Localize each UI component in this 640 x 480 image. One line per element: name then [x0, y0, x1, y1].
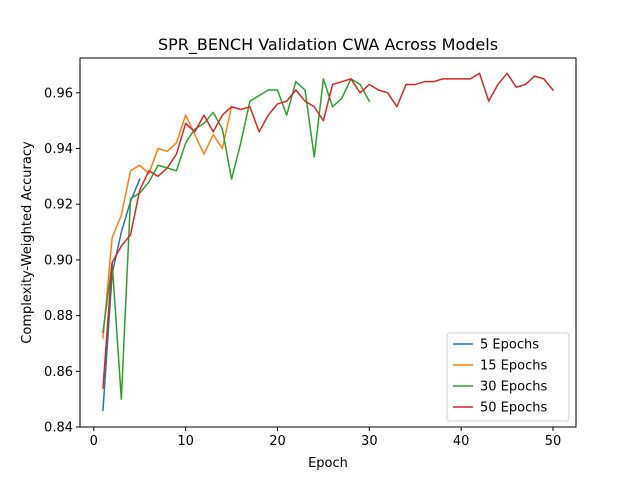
- x-tick-label: 50: [545, 434, 562, 449]
- x-tick-label: 30: [361, 434, 378, 449]
- y-axis-ticks: 0.84 0.86 0.88 0.90 0.92 0.94 0.96: [44, 86, 80, 436]
- y-tick-label: 0.84: [44, 421, 73, 436]
- y-tick-label: 0.88: [44, 309, 73, 324]
- x-tick-label: 0: [90, 434, 98, 449]
- y-tick-label: 0.90: [44, 253, 73, 268]
- series-line-2: [102, 105, 233, 339]
- x-axis-label: Epoch: [308, 456, 348, 471]
- legend-items: 5 Epochs 15 Epochs 30 Epochs 50 Epochs: [453, 338, 547, 416]
- legend-label-2: 15 Epochs: [480, 359, 547, 374]
- x-tick-label: 10: [177, 434, 194, 449]
- y-tick-label: 0.94: [44, 142, 73, 157]
- series-line-3: [102, 78, 371, 400]
- plot-frame: [79, 57, 577, 428]
- legend: 5 Epochs 15 Epochs 30 Epochs 50 Epochs: [446, 332, 570, 422]
- legend-box: [446, 332, 570, 422]
- y-axis-label: Complexity-Weighted Accuracy: [20, 141, 35, 344]
- legend-label-4: 50 Epochs: [480, 401, 547, 416]
- series-line-1: [102, 178, 141, 412]
- y-tick-label: 0.96: [44, 86, 73, 101]
- chart-title: SPR_BENCH Validation CWA Across Models: [158, 35, 498, 55]
- legend-label-3: 30 Epochs: [480, 380, 547, 395]
- y-tick-label: 0.86: [44, 365, 73, 380]
- x-axis-ticks: 0 10 20 30 40 50: [90, 427, 562, 449]
- x-tick-label: 40: [453, 434, 470, 449]
- series-layer: [102, 72, 555, 412]
- series-line-4: [102, 72, 555, 389]
- legend-label-1: 5 Epochs: [480, 338, 539, 353]
- x-tick-label: 20: [269, 434, 286, 449]
- y-tick-label: 0.92: [44, 198, 73, 213]
